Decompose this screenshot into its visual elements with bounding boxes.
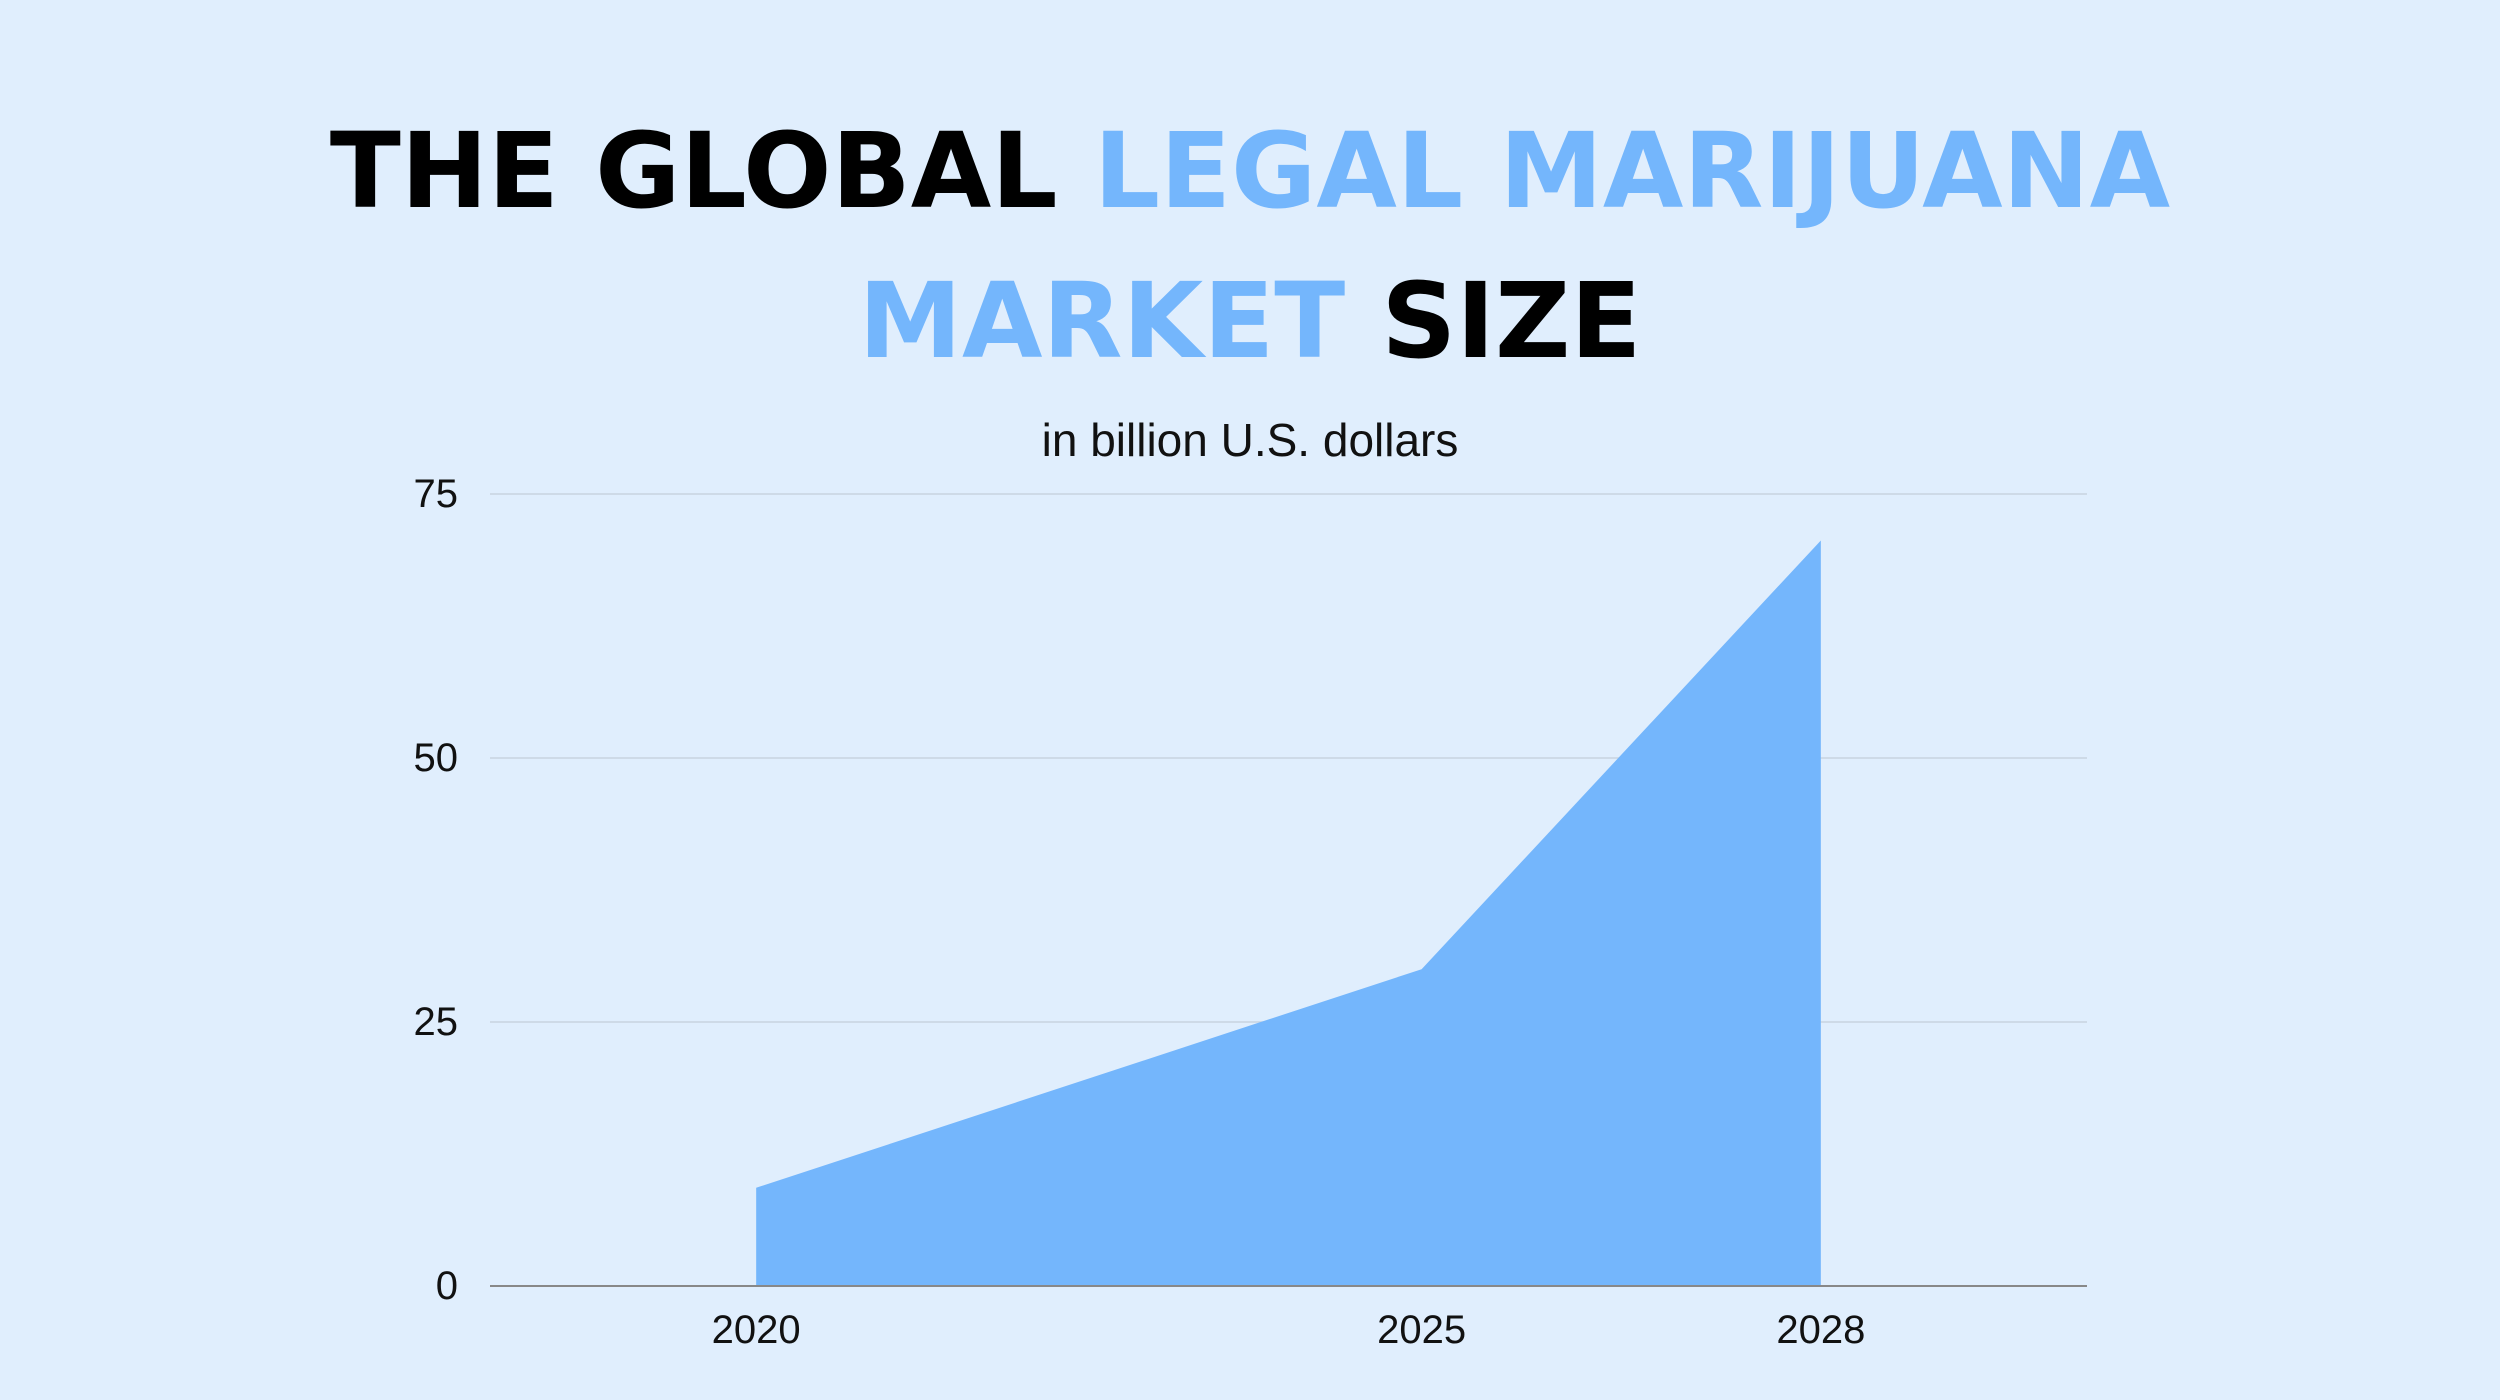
chart-subtitle: in billion U.S. dollars [1041,414,1459,466]
y-tick-label: 75 [414,472,459,516]
title-line-2: MARKET SIZE [0,246,2500,396]
chart-title: THE GLOBAL LEGAL MARIJUANA MARKET SIZE [0,96,2500,396]
x-tick-label: 2025 [1377,1308,1466,1352]
area-series [756,540,1821,1286]
title-segment-highlight: LEGAL MARIJUANA [1093,110,2171,232]
x-tick-label: 2020 [712,1308,801,1352]
title-segment: SIZE [1345,260,1642,382]
y-tick-label: 50 [414,736,459,780]
title-segment-highlight: MARKET [858,260,1346,382]
title-line-1: THE GLOBAL LEGAL MARIJUANA [0,96,2500,246]
title-segment: THE GLOBAL [329,110,1094,232]
y-tick-label: 25 [414,1000,459,1044]
y-tick-label: 0 [436,1264,458,1308]
x-tick-label: 2028 [1776,1308,1865,1352]
